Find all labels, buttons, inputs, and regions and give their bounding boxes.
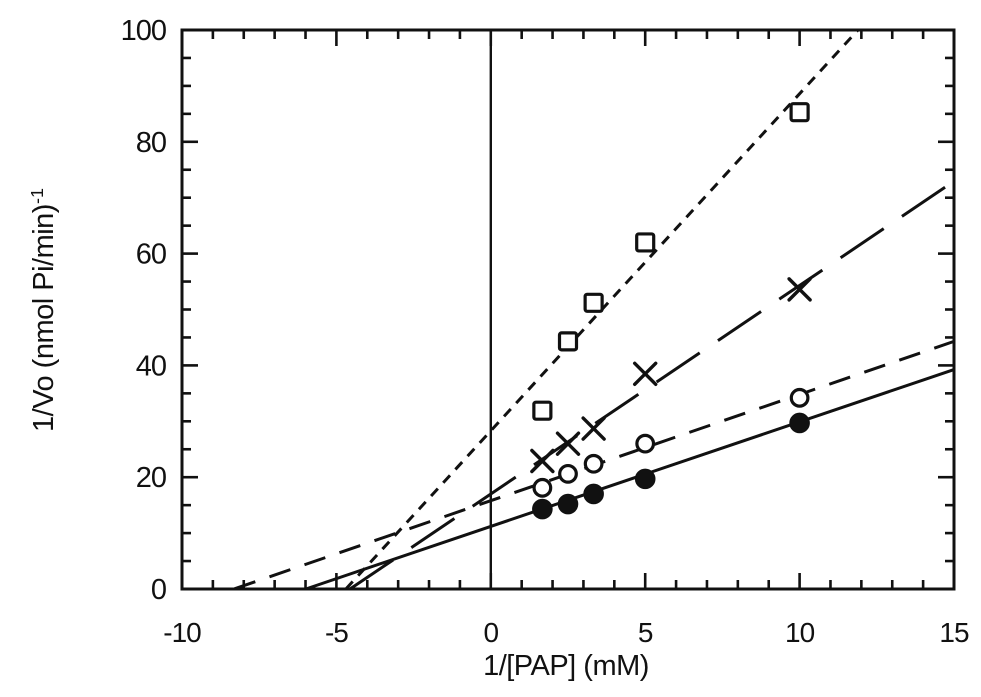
filled-circle-marker xyxy=(557,493,579,515)
y-tick-label: 80 xyxy=(136,127,166,159)
series-line-filled-circle xyxy=(305,368,955,591)
filled-circle-marker xyxy=(583,483,604,505)
y-tick-label: 20 xyxy=(136,462,166,494)
filled-circle-marker xyxy=(634,468,656,490)
open-circle-marker xyxy=(532,477,553,498)
y-axis-title-superscript: -1 xyxy=(27,188,48,205)
open-circle-marker xyxy=(583,453,604,474)
x-marker xyxy=(581,416,606,441)
open-circle-marker xyxy=(789,387,810,408)
series-line-x-mark xyxy=(349,179,955,591)
y-axis-title-text: 1/Vo (nmol Pi/min) xyxy=(27,204,60,432)
x-marker xyxy=(787,277,812,302)
open-square-marker xyxy=(557,331,579,352)
y-tick-label: 100 xyxy=(121,15,166,47)
x-tick-label: 5 xyxy=(638,617,653,648)
open-square-marker xyxy=(532,400,553,421)
x-tick-label: -5 xyxy=(325,617,348,648)
x-tick-label: -10 xyxy=(163,617,201,648)
x-tick-label: 15 xyxy=(939,617,969,648)
x-marker xyxy=(530,448,555,474)
x-marker xyxy=(555,431,581,456)
open-square-marker xyxy=(789,102,810,123)
open-square-marker xyxy=(583,292,604,313)
x-tick-label: 0 xyxy=(484,617,499,648)
x-tick-label: 10 xyxy=(785,617,815,648)
filled-circle-marker xyxy=(532,498,553,520)
open-square-marker xyxy=(635,232,656,253)
y-axis-title: 1/Vo (nmol Pi/min)-1 xyxy=(27,188,61,432)
open-circle-marker xyxy=(558,463,578,484)
y-tick-label: 60 xyxy=(136,239,166,271)
y-tick-label: 0 xyxy=(151,574,166,606)
filled-circle-marker xyxy=(789,412,810,434)
x-axis-title: 1/[PAP] (mM) xyxy=(483,650,649,682)
x-marker xyxy=(633,361,658,386)
y-tick-label: 40 xyxy=(136,350,166,382)
open-circle-marker xyxy=(635,433,656,454)
